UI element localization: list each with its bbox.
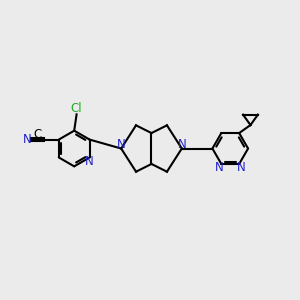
Text: N: N (117, 138, 125, 151)
Text: C: C (34, 128, 42, 141)
Text: Cl: Cl (70, 103, 82, 116)
Text: N: N (85, 155, 94, 168)
Text: N: N (214, 161, 223, 174)
Text: N: N (22, 133, 31, 146)
Text: N: N (177, 138, 186, 151)
Text: N: N (237, 161, 246, 174)
